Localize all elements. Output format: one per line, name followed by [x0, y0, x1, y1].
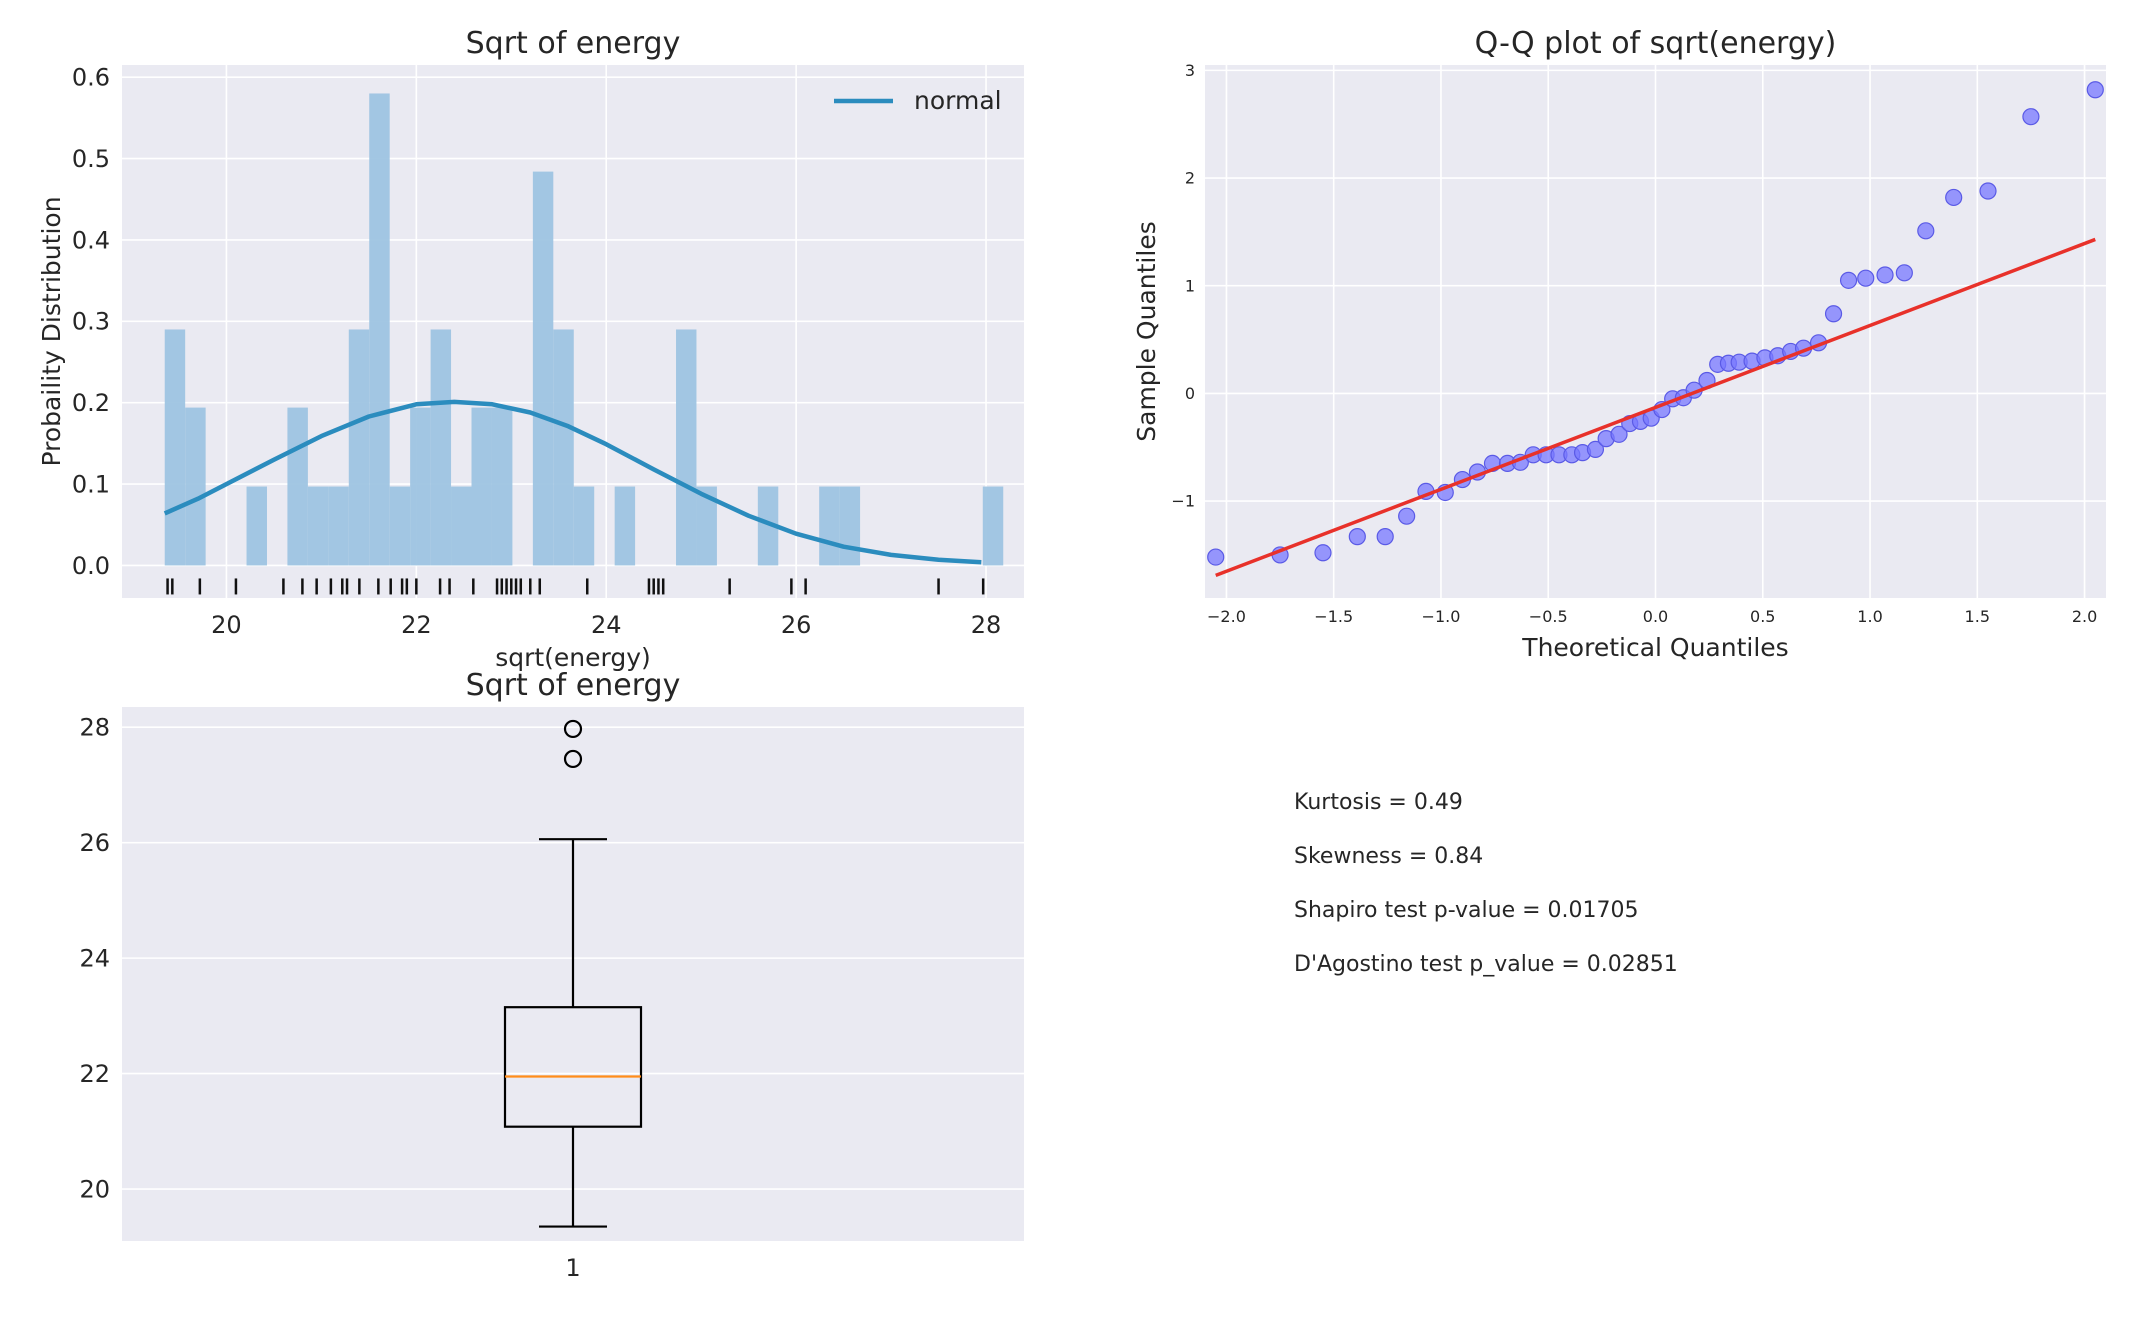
histogram-bar	[982, 486, 1004, 566]
qq-point	[1586, 440, 1605, 459]
histogram-bar	[164, 329, 186, 566]
histogram-bar	[471, 407, 492, 566]
outlier-point	[563, 719, 583, 739]
skewness-text: Skewness = 0.84	[1294, 844, 1484, 869]
x-tick-label: −0.5	[1529, 607, 1568, 626]
y-tick-label: 0.2	[72, 389, 110, 417]
normal-curve-line	[163, 399, 982, 565]
y-tick-label: 28	[79, 714, 110, 742]
qq-point	[1895, 264, 1913, 282]
histogram-bar	[307, 486, 329, 566]
qq-reference-line	[1215, 237, 2096, 578]
chart-title: Sqrt of energy	[466, 668, 681, 703]
x-tick-label: −1.0	[1422, 607, 1461, 626]
histogram-bar	[430, 329, 452, 566]
histogram-bar	[369, 93, 390, 566]
histogram-panel: 20 22 24 26 28 0.0 0.1 0.2 0.3 0.4 0.5 0.6 Sqrt of e…	[37, 26, 1024, 672]
qq-point	[1979, 182, 1997, 200]
histogram-bar	[819, 486, 840, 566]
histogram-bar	[757, 486, 779, 566]
qq-point	[1348, 528, 1366, 546]
qq-point	[1376, 528, 1394, 546]
x-tick-label: 1	[565, 1254, 580, 1282]
histogram-bar	[839, 486, 861, 566]
x-tick-label: 1.5	[1965, 607, 1990, 626]
y-tick-label: 0.1	[72, 470, 110, 498]
qq-point	[1207, 548, 1225, 566]
x-tick-label: 24	[591, 611, 622, 639]
x-tick-label: −2.0	[1207, 607, 1246, 626]
x-axis-label: Theoretical Quantiles	[1521, 633, 1788, 662]
qq-point	[2086, 81, 2104, 99]
x-tick-label: 20	[211, 611, 242, 639]
y-tick-label: 3	[1185, 61, 1195, 80]
qq-plot-panel: −2.0 −1.5 −1.0 −0.5 0.0 0.5 1.0 1.5 2.0 −1 0 1 2 3 Q-Q…	[1132, 26, 2106, 662]
x-tick-label: 1.0	[1857, 607, 1882, 626]
legend-label: normal	[914, 86, 1002, 115]
statistics-panel: Kurtosis = 0.49 Skewness = 0.84 Shapiro …	[1294, 788, 1678, 1004]
histogram-bar	[696, 486, 717, 566]
histogram-bar	[389, 486, 411, 566]
y-tick-label: 0.3	[72, 308, 110, 336]
y-tick-label: 0	[1185, 384, 1195, 403]
histogram-bar	[246, 486, 267, 566]
histogram-bar	[348, 329, 370, 566]
y-tick-label: 0.0	[72, 552, 110, 580]
qq-point	[1945, 188, 1963, 207]
x-tick-label: 2.0	[2072, 607, 2097, 626]
qq-point	[1610, 425, 1628, 443]
y-tick-label: 2	[1185, 169, 1195, 188]
x-tick-label: 26	[781, 611, 812, 639]
y-tick-label: 26	[79, 829, 110, 857]
qq-point	[2022, 108, 2040, 126]
qq-point	[1314, 544, 1332, 562]
histogram-bar	[532, 171, 554, 566]
qq-point	[1398, 507, 1416, 525]
x-tick-label: 0.5	[1750, 607, 1775, 626]
y-tick-label: 0.4	[72, 226, 110, 254]
y-tick-label: 24	[79, 945, 110, 973]
x-tick-label: 22	[401, 611, 432, 639]
x-axis-label: sqrt(energy)	[495, 643, 651, 672]
histogram-bar	[491, 407, 513, 566]
histogram-bar	[573, 486, 595, 566]
y-axis-label: Probaility Distribution	[37, 196, 66, 466]
x-tick-label: 0.0	[1643, 607, 1668, 626]
qq-point	[1857, 269, 1875, 287]
x-tick-label: 28	[971, 611, 1002, 639]
shapiro-text: Shapiro test p-value = 0.01705	[1294, 898, 1639, 923]
x-tick-label: −1.5	[1314, 607, 1353, 626]
kurtosis-text: Kurtosis = 0.49	[1294, 790, 1463, 815]
outlier-point	[563, 749, 583, 769]
box-iqr	[503, 1006, 643, 1128]
histogram-bar	[328, 486, 349, 566]
histogram-bar	[614, 486, 636, 566]
boxplot-panel: 20 22 24 26 28 Sqrt of energy 1	[79, 668, 1024, 1282]
y-tick-label: 0.5	[72, 145, 110, 173]
histogram-bar	[451, 486, 472, 566]
histogram-bar	[185, 407, 206, 566]
qq-point	[1824, 305, 1843, 323]
qq-point	[1917, 222, 1935, 240]
y-tick-label: 20	[79, 1175, 110, 1203]
qq-point	[1876, 266, 1894, 284]
y-tick-label: 0.6	[72, 64, 110, 92]
y-tick-label: −1	[1171, 492, 1195, 511]
histogram-bar	[287, 407, 308, 566]
chart-title: Sqrt of energy	[466, 26, 681, 61]
dagostino-text: D'Agostino test p_value = 0.02851	[1294, 952, 1678, 977]
histogram-bar	[410, 407, 431, 566]
y-tick-label: 22	[79, 1060, 110, 1088]
y-tick-label: 1	[1185, 276, 1195, 295]
chart-title: Q-Q plot of sqrt(energy)	[1475, 26, 1837, 61]
histogram-bar	[553, 329, 574, 566]
qq-point	[1839, 271, 1858, 289]
y-axis-label: Sample Quantiles	[1132, 221, 1161, 441]
histogram-bar	[676, 329, 697, 566]
